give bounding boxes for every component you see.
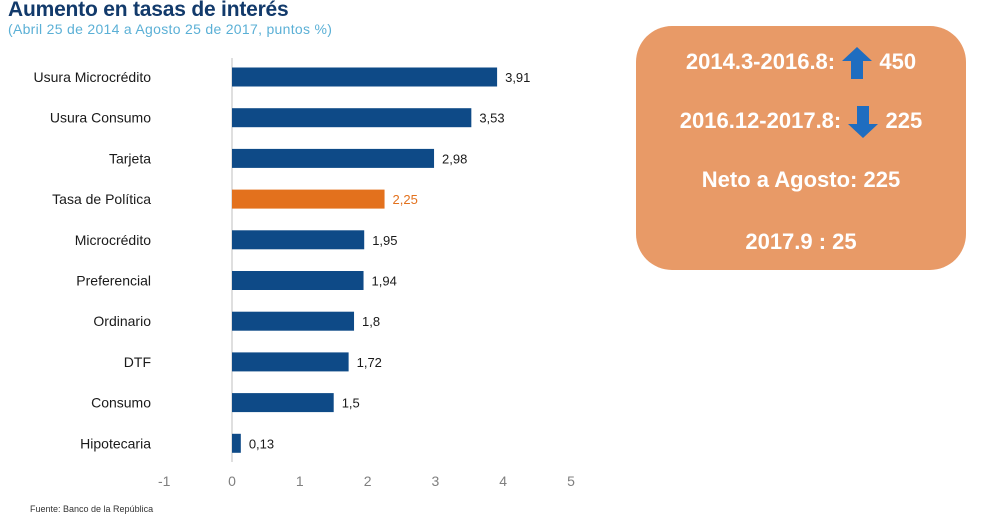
data-label: 1,8 [362, 314, 380, 329]
data-label: 0,13 [249, 436, 274, 451]
summary-line-1: 2014.3-2016.8: 450 [636, 46, 966, 80]
bar [232, 433, 241, 453]
bar [232, 393, 334, 413]
summary-line-3-label: Neto a Agosto: [701, 167, 858, 192]
category-label: Tarjeta [109, 150, 151, 166]
category-label: Hipotecaria [80, 435, 151, 451]
data-label: 1,5 [342, 396, 360, 411]
summary-line-4: 2017.9 : 25 [745, 229, 857, 254]
summary-line-1-label: 2014.3-2016.8: [685, 48, 836, 74]
data-label: 2,25 [393, 192, 418, 207]
bar-chart: Usura Microcrédito 3,91 Usura Consumo 3,53 T… [34, 58, 575, 489]
bar [232, 230, 365, 250]
category-label: Consumo [91, 395, 151, 411]
summary-box: 2014.3-2016.8: 450 2016.12-2017.8: 225 N… [636, 26, 966, 270]
bar [232, 352, 349, 372]
x-tick-label: 3 [432, 473, 440, 489]
bar [232, 108, 472, 128]
x-tick-label: -1 [158, 473, 171, 489]
summary-line-2: 2016.12-2017.8: 225 [636, 105, 966, 139]
category-label: Preferencial [76, 273, 151, 289]
data-label: 3,53 [479, 111, 504, 126]
x-tick-label: 2 [364, 473, 372, 489]
bar [232, 189, 385, 209]
category-label: Microcrédito [75, 232, 151, 248]
bar [232, 311, 355, 331]
x-tick-label: 4 [499, 473, 507, 489]
category-label: DTF [124, 354, 151, 370]
summary-line-3: Neto a Agosto: 225 [636, 167, 966, 193]
data-label: 1,72 [357, 355, 382, 370]
bar [232, 67, 498, 87]
summary-line-3-value: 225 [863, 167, 901, 192]
x-tick-label: 5 [567, 473, 575, 489]
data-label: 2,98 [442, 151, 467, 166]
category-label: Tasa de Política [52, 191, 151, 207]
category-label: Ordinario [93, 313, 151, 329]
x-tick-label: 1 [296, 473, 304, 489]
data-label: 1,94 [372, 274, 397, 289]
arrow-down-icon [848, 106, 879, 138]
chart-subtitle: (Abril 25 de 2014 a Agosto 25 de 2017, p… [8, 21, 333, 37]
bar [232, 271, 364, 290]
source-note: Fuente: Banco de la República [30, 504, 154, 514]
category-label: Usura Consumo [50, 110, 151, 126]
arrow-up-icon [842, 47, 873, 79]
data-label: 1,95 [372, 233, 397, 248]
chart-title: Aumento en tasas de interés [8, 0, 289, 21]
summary-line-2-value: 225 [885, 107, 923, 133]
data-label: 3,91 [505, 70, 530, 85]
category-label: Usura Microcrédito [34, 69, 152, 85]
x-tick-label: 0 [228, 473, 236, 489]
bar [232, 148, 435, 168]
summary-line-2-label: 2016.12-2017.8: [679, 107, 842, 133]
summary-line-1-value: 450 [879, 48, 917, 74]
